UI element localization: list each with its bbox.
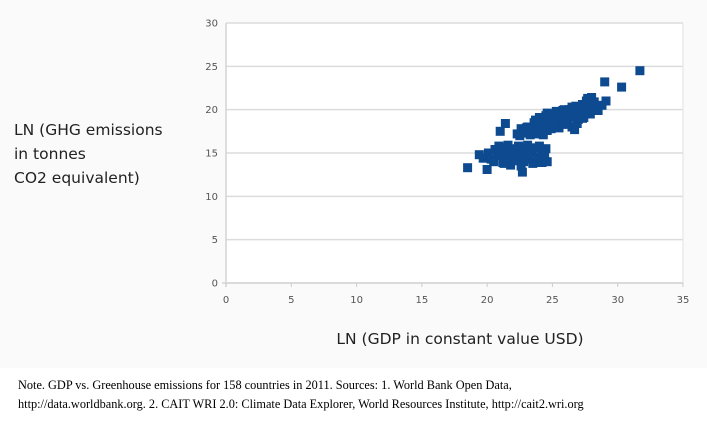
data-point <box>482 165 492 174</box>
data-point <box>600 77 610 87</box>
data-point <box>515 152 525 161</box>
data-point <box>541 144 551 154</box>
data-point <box>528 158 538 168</box>
data-point <box>514 141 523 151</box>
data-point <box>540 150 550 160</box>
note-line-2: http://data.worldbank.org. 2. CAIT WRI 2… <box>18 397 584 411</box>
data-point <box>503 140 513 150</box>
chart-area: 0 5 10 15 20 25 30 0 5 10 15 20 25 30 35 LN (GHG emiss… <box>14 18 690 348</box>
data-point <box>593 106 603 115</box>
data-point <box>515 131 525 141</box>
x-tick-label: 30 <box>611 295 624 306</box>
data-point <box>519 157 529 167</box>
note-line-1: Note. GDP vs. Greenhouse emissions for 1… <box>18 378 512 392</box>
data-point <box>463 163 473 173</box>
y-tick-label: 30 <box>205 19 218 30</box>
data-point <box>527 148 536 158</box>
data-point <box>601 96 611 106</box>
data-point <box>578 113 587 123</box>
y-tick-label: 25 <box>205 62 218 73</box>
data-point <box>537 158 547 167</box>
data-point <box>506 160 516 170</box>
x-tick-label: 25 <box>546 295 559 306</box>
data-point <box>499 158 509 168</box>
x-axis-label: LN (GDP in constant value USD) <box>336 330 584 348</box>
data-point <box>500 119 510 128</box>
y-tick-label: 20 <box>205 105 218 116</box>
data-point <box>478 153 488 163</box>
data-point <box>570 125 580 135</box>
data-point <box>581 96 591 106</box>
data-point <box>537 117 547 127</box>
y-axis-label-line-2: in tonnes <box>14 145 86 163</box>
figure-note: Note. GDP vs. Greenhouse emissions for 1… <box>18 376 707 414</box>
data-point <box>494 141 504 151</box>
data-point <box>498 150 508 160</box>
y-tick-label: 0 <box>212 279 218 290</box>
data-point <box>495 126 505 136</box>
y-tick-label: 5 <box>212 235 218 246</box>
x-tick-label: 0 <box>223 295 229 306</box>
data-point <box>520 128 530 138</box>
data-point <box>493 151 503 161</box>
data-point <box>572 119 582 128</box>
data-point <box>489 157 499 167</box>
y-axis-label-line-3: CO2 equivalent) <box>14 169 140 187</box>
data-point <box>554 123 564 133</box>
data-point <box>635 66 645 76</box>
x-tick-label: 15 <box>415 295 428 306</box>
data-point <box>523 140 533 150</box>
data-point <box>589 97 599 107</box>
data-point <box>617 82 627 92</box>
data-point <box>546 119 556 129</box>
data-point <box>533 152 543 162</box>
data-point <box>521 123 531 133</box>
data-point <box>483 148 493 158</box>
data-point <box>542 157 552 167</box>
y-tick-label: 10 <box>205 192 218 203</box>
data-point <box>531 115 540 125</box>
x-tick-label: 20 <box>481 295 494 306</box>
data-point <box>512 146 522 156</box>
data-point <box>542 108 552 118</box>
data-point <box>559 105 569 115</box>
y-axis-label-line-1: LN (GHG emissions <box>14 121 163 139</box>
y-tick-label: 15 <box>205 149 218 160</box>
x-tick-label: 5 <box>288 295 294 306</box>
data-point <box>529 143 539 153</box>
data-point <box>553 110 563 120</box>
data-point <box>517 167 527 177</box>
x-tick-label: 35 <box>677 295 690 306</box>
data-point <box>567 102 577 112</box>
scatter-plot: 0 5 10 15 20 25 30 0 5 10 15 20 25 30 35 <box>205 19 690 307</box>
data-point <box>534 141 544 151</box>
x-tick-label: 10 <box>350 295 363 306</box>
y-axis-label: LN (GHG emissions in tonnes CO2 equivale… <box>14 118 204 190</box>
